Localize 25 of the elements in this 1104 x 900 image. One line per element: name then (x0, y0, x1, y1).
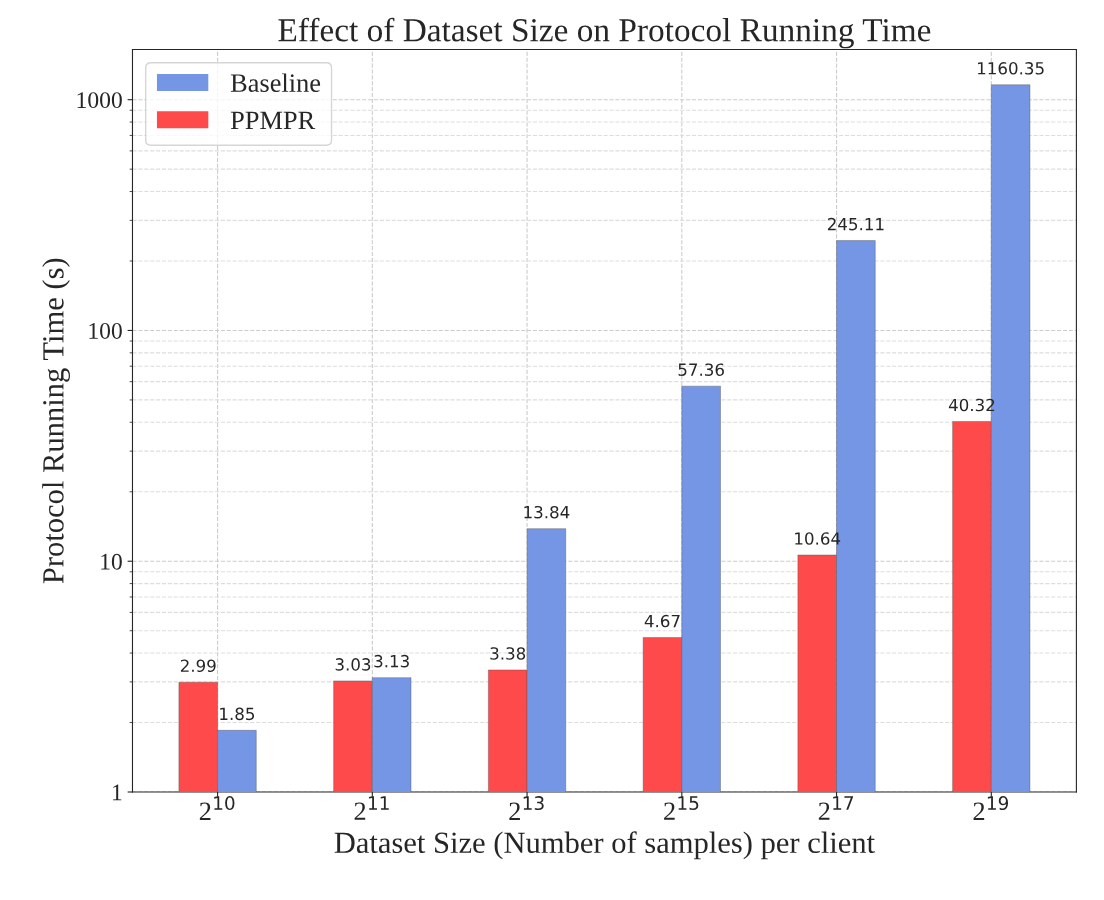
data-label: 3.13 (374, 654, 409, 668)
y-tick-label: 1 (113, 784, 122, 801)
data-label: 4.67 (644, 614, 680, 628)
x-tick-label: 2$^{13}$ (509, 796, 544, 820)
y-axis-title: Protocol Running Time (s) (42, 258, 70, 584)
data-label: 2.99 (180, 659, 216, 673)
x-axis-title: Dataset Size (Number of samples) per client (334, 831, 875, 860)
legend-label: Baseline (230, 73, 321, 92)
data-label: 245.11 (827, 217, 884, 231)
y-tick-label: 10 (101, 553, 122, 570)
x-tick-label: 2$^{11}$ (354, 796, 389, 820)
y-tick-label: 1000 (77, 92, 122, 109)
data-label: 57.36 (678, 363, 724, 376)
x-tick-label: 2$^{15}$ (664, 796, 699, 820)
data-label: 3.38 (490, 647, 526, 660)
data-label: 13.84 (524, 505, 570, 519)
chart-title: Effect of Dataset Size on Protocol Running Time (278, 17, 931, 49)
x-tick-label: 2$^{17}$ (818, 796, 854, 820)
x-tick-label: 2$^{19}$ (973, 796, 1009, 820)
x-tick-label: 2$^{10}$ (199, 796, 235, 820)
data-label: 1.85 (220, 707, 255, 721)
data-label: 3.03 (335, 658, 371, 671)
data-label: 1160.35 (978, 62, 1044, 75)
legend-label: PPMPR (230, 111, 316, 130)
y-tick-label: 100 (89, 322, 122, 339)
